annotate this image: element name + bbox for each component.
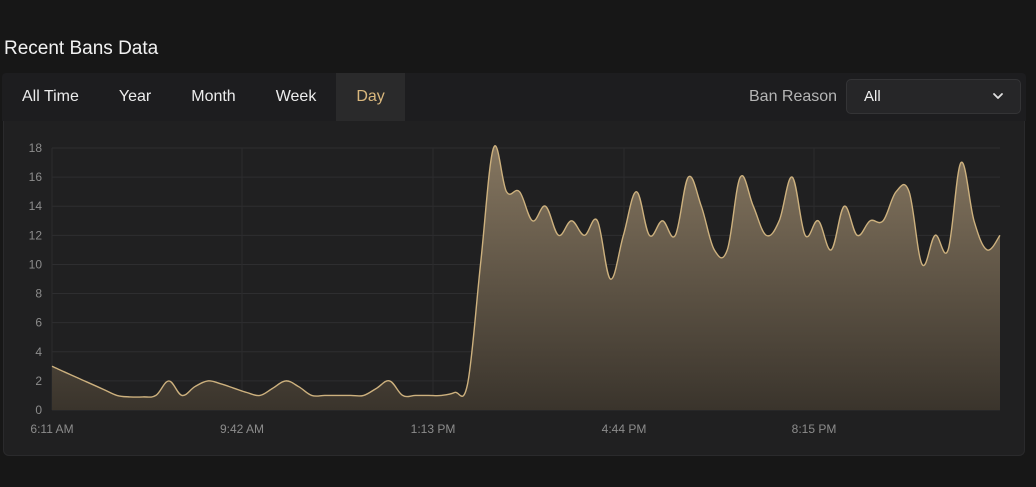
x-tick-label: 9:42 AM: [220, 422, 264, 436]
tab-month[interactable]: Month: [191, 88, 236, 105]
ban-reason-select[interactable]: All: [846, 79, 1021, 114]
series-line: [51, 145, 1001, 398]
y-tick-label: 16: [29, 170, 43, 184]
tab-week[interactable]: Week: [275, 88, 317, 105]
ban-reason-label: Ban Reason: [749, 88, 838, 105]
y-tick-label: 6: [35, 316, 42, 330]
y-tick-label: 14: [29, 199, 43, 213]
tab-year[interactable]: Year: [118, 88, 152, 105]
y-tick-label: 12: [29, 228, 43, 242]
x-tick-label: 8:15 PM: [792, 422, 837, 436]
tab-all-time[interactable]: All Time: [22, 88, 79, 105]
x-tick-label: 6:11 AM: [30, 422, 73, 436]
y-tick-label: 2: [35, 374, 42, 388]
page-title: Recent Bans Data: [4, 38, 159, 59]
y-tick-label: 4: [35, 345, 42, 359]
y-tick-label: 10: [29, 257, 43, 271]
chevron-down-icon: [993, 93, 1003, 99]
x-tick-label: 4:44 PM: [602, 422, 647, 436]
y-tick-label: 0: [35, 403, 42, 417]
bans-area-chart: 0 2 4 6 8 10 12 14 16 18 6:11 AM 9:42 AM 1:13 PM 4:44…: [29, 141, 1001, 436]
range-tab-bar: All Time Year Month Week Day Ban Reason …: [2, 73, 1026, 121]
y-tick-label: 8: [35, 287, 42, 301]
x-tick-label: 1:13 PM: [411, 422, 456, 436]
range-tabs: All Time Year Month Week Day: [2, 73, 405, 121]
ban-reason-value: All: [864, 88, 881, 105]
series-area: [52, 145, 1000, 410]
y-tick-label: 18: [29, 141, 43, 155]
chart-panel: 0 2 4 6 8 10 12 14 16 18 6:11 AM 9:42 AM 1:13 PM 4:44…: [3, 121, 1025, 456]
tab-day[interactable]: Day: [336, 73, 405, 121]
